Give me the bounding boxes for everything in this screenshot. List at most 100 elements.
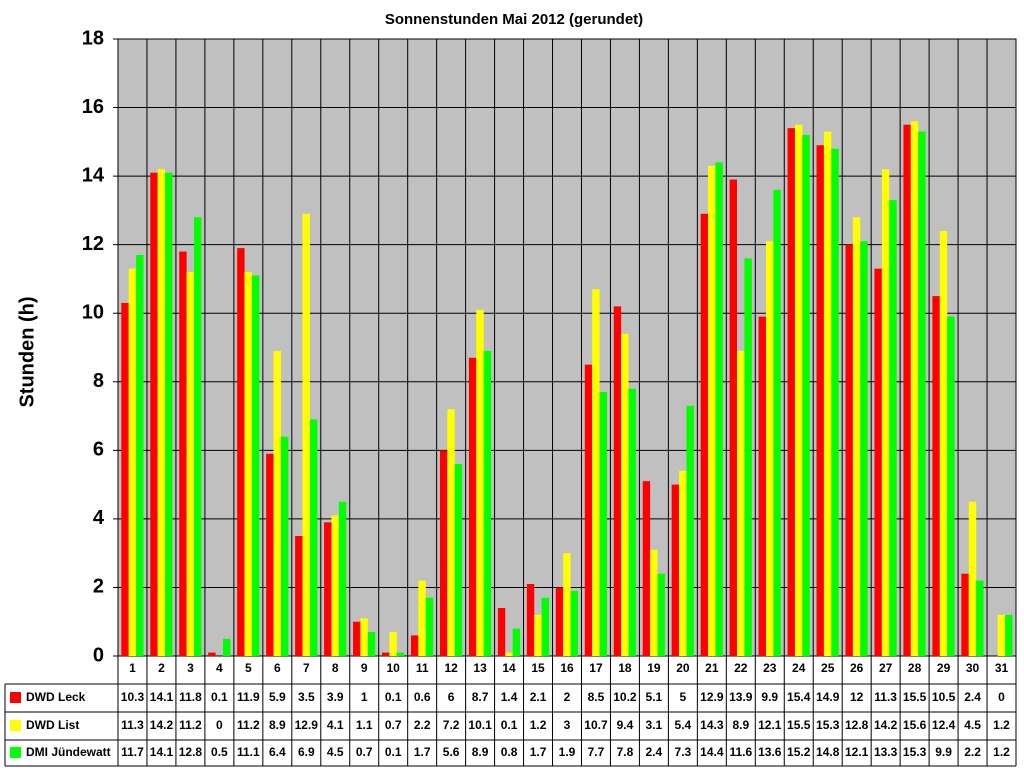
- bar: [541, 597, 550, 656]
- table-value: 0.6: [414, 690, 431, 704]
- x-tick-label: 17: [589, 661, 603, 675]
- bar: [389, 632, 397, 656]
- legend-key: [10, 720, 21, 731]
- table-value: 9.9: [935, 745, 952, 759]
- bar: [157, 169, 166, 656]
- table-value: 10.7: [584, 718, 608, 732]
- table-value: 14.9: [816, 690, 840, 704]
- table-value: 9.9: [761, 690, 778, 704]
- table-value: 0.1: [501, 718, 518, 732]
- bar: [831, 148, 839, 656]
- bar: [476, 309, 484, 656]
- bar: [997, 614, 1006, 656]
- y-tick-label: 0: [93, 644, 104, 666]
- table-value: 2.4: [964, 690, 981, 704]
- table-value: 0.7: [385, 718, 402, 732]
- table-value: 7.3: [675, 745, 692, 759]
- table-value: 14.3: [700, 718, 724, 732]
- bar: [708, 165, 716, 657]
- x-tick-label: 31: [995, 661, 1009, 675]
- bar: [136, 254, 144, 656]
- table-value: 10.1: [468, 718, 492, 732]
- x-tick-label: 15: [531, 661, 545, 675]
- bar: [468, 357, 477, 656]
- table-value: 8.9: [472, 745, 489, 759]
- x-tick-label: 3: [187, 661, 194, 675]
- x-tick-label: 6: [274, 661, 281, 675]
- x-tick-label: 16: [560, 661, 574, 675]
- table-value: 11.1: [237, 745, 260, 759]
- y-tick-label: 6: [93, 439, 104, 461]
- bar: [353, 621, 361, 656]
- x-tick-label: 20: [676, 661, 690, 675]
- bar: [968, 501, 977, 656]
- table-value: 4.5: [964, 718, 981, 732]
- x-tick-label: 22: [734, 661, 748, 675]
- bar: [150, 172, 158, 656]
- bar: [729, 179, 738, 657]
- bar: [454, 464, 463, 656]
- table-value: 0.1: [385, 690, 402, 704]
- y-tick-label: 12: [82, 233, 104, 255]
- table-value: 1.7: [530, 745, 547, 759]
- bar: [418, 580, 426, 656]
- table-value: 3.5: [298, 690, 315, 704]
- bar: [505, 652, 513, 656]
- table-value: 12.4: [932, 718, 956, 732]
- bar: [223, 638, 231, 656]
- table-value: 8.9: [269, 718, 286, 732]
- bar: [715, 162, 723, 656]
- y-tick-label: 16: [82, 96, 104, 118]
- table-value: 1.9: [559, 745, 576, 759]
- table-value: 14.8: [816, 745, 840, 759]
- table-value: 7.2: [443, 718, 460, 732]
- y-tick-label: 8: [93, 370, 104, 392]
- bar: [845, 244, 853, 656]
- x-tick-label: 26: [850, 661, 864, 675]
- table-value: 13.3: [874, 745, 898, 759]
- x-tick-label: 8: [332, 661, 339, 675]
- table-value: 12.1: [845, 745, 869, 759]
- table-value: 10.2: [613, 690, 637, 704]
- bar: [765, 241, 774, 656]
- table-value: 14.1: [150, 745, 174, 759]
- bar: [570, 590, 579, 656]
- table-value: 1.2: [530, 718, 547, 732]
- x-tick-label: 23: [763, 661, 777, 675]
- table-value: 8.9: [732, 718, 749, 732]
- table-value: 5.9: [269, 690, 286, 704]
- table-value: 4.1: [327, 718, 344, 732]
- table-value: 8.7: [472, 690, 489, 704]
- x-tick-label: 9: [361, 661, 368, 675]
- bar: [534, 614, 542, 656]
- table-value: 1.2: [993, 745, 1010, 759]
- x-tick-label: 27: [879, 661, 893, 675]
- table-value: 7.7: [588, 745, 605, 759]
- bar: [208, 652, 216, 656]
- table-value: 9.4: [617, 718, 634, 732]
- y-tick-label: 4: [93, 507, 105, 529]
- bar: [244, 272, 252, 656]
- table-value: 7.8: [617, 745, 634, 759]
- bar: [251, 275, 260, 656]
- table-value: 6.9: [298, 745, 315, 759]
- x-tick-label: 10: [387, 661, 401, 675]
- bar: [932, 296, 940, 656]
- bar: [613, 306, 622, 656]
- table-value: 0.1: [385, 745, 402, 759]
- table-value: 12.8: [845, 718, 869, 732]
- table-value: 15.5: [903, 690, 927, 704]
- bar: [903, 124, 911, 656]
- table-value: 15.4: [787, 690, 811, 704]
- table-value: 13.9: [729, 690, 753, 704]
- table-value: 1.4: [501, 690, 518, 704]
- table-value: 11.3: [874, 690, 897, 704]
- table-value: 11.2: [237, 718, 260, 732]
- bar: [309, 419, 318, 656]
- bar: [425, 597, 434, 656]
- table-value: 0.1: [211, 690, 228, 704]
- legend-key: [10, 747, 21, 758]
- x-tick-label: 2: [158, 661, 165, 675]
- x-tick-label: 18: [618, 661, 632, 675]
